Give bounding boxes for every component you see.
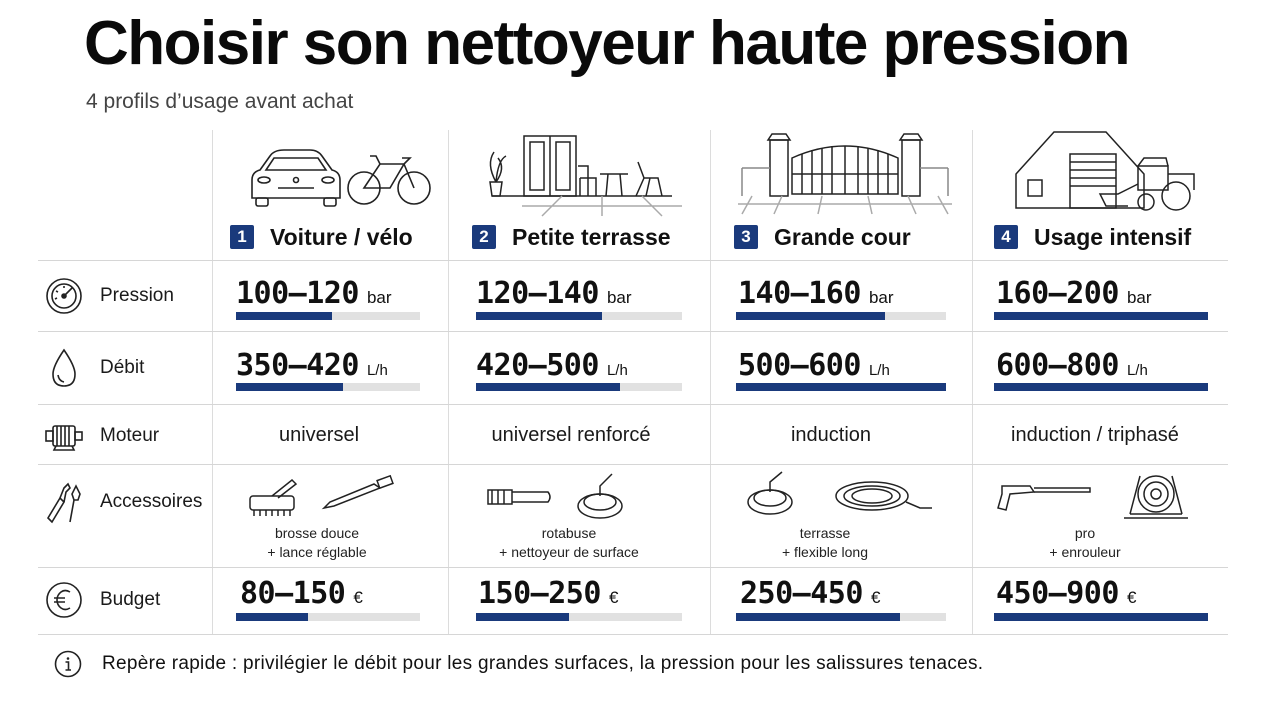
pressure-bar — [736, 312, 946, 320]
profile-header-1: 1 Voiture / vélo — [230, 222, 413, 252]
courtyard-gate-illustration — [738, 133, 952, 215]
pressure-value: 100–120 bar — [236, 276, 392, 311]
profile-number-badge: 3 — [734, 225, 758, 249]
row-divider — [38, 464, 1228, 465]
row-label-text: Moteur — [100, 425, 160, 446]
motor-type: universel — [278, 424, 360, 446]
row-label-budget: Budget — [44, 580, 160, 620]
pressure-value: 120–140 bar — [476, 276, 632, 311]
budget-value: 80–150 € — [240, 576, 363, 611]
barn-and-tractor-illustration — [1015, 131, 1195, 211]
water-drop-icon — [44, 348, 84, 388]
motor-icon — [44, 416, 84, 456]
rotabuse-and-surface-cleaner-illustration — [487, 473, 623, 519]
row-divider — [38, 634, 1228, 635]
column-divider — [972, 130, 973, 634]
euro-icon — [44, 580, 84, 620]
motor-type: universel renforcé — [491, 424, 651, 446]
info-icon — [54, 650, 82, 678]
pressure-bar — [236, 312, 420, 320]
page-subtitle: 4 profils d’usage avant achat — [86, 90, 354, 113]
motor-type: induction — [790, 424, 872, 446]
row-label-pressure: Pression — [44, 276, 174, 316]
flow-bar — [476, 383, 682, 391]
profile-number-badge: 2 — [472, 225, 496, 249]
row-label-motor: Moteur — [44, 416, 159, 456]
column-divider — [710, 130, 711, 634]
flow-value: 350–420 L/h — [236, 348, 388, 383]
row-label-flow: Débit — [44, 348, 144, 388]
row-divider — [38, 404, 1228, 405]
profile-name: Usage intensif — [1034, 223, 1192, 250]
row-label-accessories: Accessoires — [44, 482, 203, 524]
row-divider — [38, 331, 1228, 332]
terrace-illustration — [489, 135, 682, 217]
pro-gun-and-reel-illustration — [997, 475, 1188, 519]
accessories-text: brosse douce + lance réglable — [267, 525, 367, 560]
profile-header-4: 4 Usage intensif — [994, 222, 1191, 252]
accessories-text: pro + enrouleur — [1049, 525, 1121, 560]
budget-bar — [236, 613, 420, 621]
row-label-text: Accessoires — [100, 491, 203, 512]
flow-value: 500–600 L/h — [738, 348, 890, 383]
row-label-text: Budget — [100, 589, 161, 610]
row-label-text: Pression — [100, 285, 174, 306]
brush-and-lance-illustration — [249, 474, 394, 516]
profile-number-badge: 4 — [994, 225, 1018, 249]
motor-type: induction / triphasé — [1011, 424, 1179, 446]
footer-text: Repère rapide : privilégier le débit pou… — [102, 653, 984, 674]
column-divider — [448, 130, 449, 634]
pressure-value: 160–200 bar — [996, 276, 1152, 311]
surface-cleaner-and-hose-illustration — [747, 471, 932, 515]
accessories-text: terrasse + flexible long — [781, 525, 868, 560]
profile-name: Grande cour — [774, 223, 911, 250]
gauge-icon — [44, 276, 84, 316]
accessories-text: rotabuse + nettoyeur de surface — [499, 525, 639, 560]
car-and-bicycle-illustration — [251, 149, 431, 207]
flow-bar — [994, 383, 1208, 391]
budget-value: 150–250 € — [478, 576, 619, 611]
flow-bar — [736, 383, 946, 391]
pressure-bar — [994, 312, 1208, 320]
budget-bar — [736, 613, 946, 621]
budget-value: 250–450 € — [740, 576, 881, 611]
budget-value: 450–900 € — [996, 576, 1137, 611]
flow-value: 420–500 L/h — [476, 348, 628, 383]
profile-name: Voiture / vélo — [270, 223, 413, 250]
flow-bar — [236, 383, 420, 391]
budget-bar — [994, 613, 1208, 621]
budget-bar — [476, 613, 682, 621]
page-title: Choisir son nettoyeur haute pression — [84, 9, 1130, 78]
profile-header-2: 2 Petite terrasse — [472, 222, 671, 252]
profile-number-badge: 1 — [230, 225, 254, 249]
pressure-value: 140–160 bar — [738, 276, 894, 311]
row-divider — [38, 567, 1228, 568]
pressure-bar — [476, 312, 682, 320]
row-label-text: Débit — [100, 357, 145, 378]
footer-tip: Repère rapide : privilégier le débit pou… — [54, 650, 983, 678]
profile-header-3: 3 Grande cour — [734, 222, 911, 252]
tools-icon — [44, 482, 84, 524]
profile-name: Petite terrasse — [512, 223, 671, 250]
flow-value: 600–800 L/h — [996, 348, 1148, 383]
column-divider — [212, 130, 213, 634]
row-divider — [38, 260, 1228, 261]
